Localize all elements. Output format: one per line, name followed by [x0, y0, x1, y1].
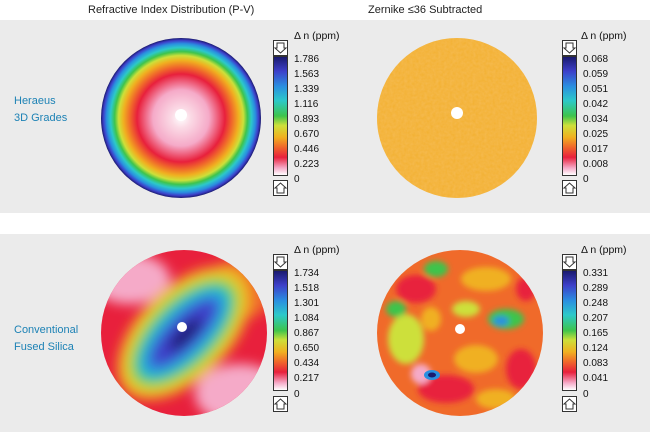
row-1-panel	[0, 20, 650, 213]
tick-label: 0.867	[294, 328, 320, 339]
conventional-index-map	[101, 250, 267, 416]
tick-label: 1.301	[294, 298, 320, 309]
tick-label: 0.670	[294, 129, 320, 140]
row-1-label: Heraeus 3D Grades	[14, 93, 67, 127]
scroll-down-arrow[interactable]	[273, 40, 288, 56]
tick-label: 0	[294, 174, 300, 185]
tick-label: 0.025	[583, 129, 609, 140]
row-2-label-line1: Conventional	[14, 324, 79, 336]
colorbar-4	[562, 270, 577, 391]
colorbar-2	[562, 56, 577, 176]
tick-label: 0.217	[294, 373, 320, 384]
center-hole	[175, 109, 187, 121]
tick-label: 0	[294, 389, 300, 400]
scroll-down-arrow[interactable]	[562, 254, 577, 270]
tick-label: 0	[583, 389, 589, 400]
tick-label: 0.165	[583, 328, 609, 339]
tick-label: 1.563	[294, 69, 320, 80]
tick-label: 0.042	[583, 99, 609, 110]
scroll-down-arrow[interactable]	[273, 254, 288, 270]
conventional-residual-map	[377, 250, 543, 416]
tick-label: 0.446	[294, 144, 320, 155]
colorbar-3	[273, 270, 288, 391]
tick-label: 0.068	[583, 54, 609, 65]
row-2-label: Conventional Fused Silica	[14, 322, 78, 356]
right-column-title: Zernike ≤36 Subtracted	[368, 4, 483, 16]
colorbar-2-title: Δ n (ppm)	[581, 30, 627, 42]
tick-label: 0.650	[294, 343, 320, 354]
tick-label: 0.289	[583, 283, 609, 294]
tick-label: 0.893	[294, 114, 320, 125]
tick-label: 0.041	[583, 373, 609, 384]
tick-label: 0.017	[583, 144, 609, 155]
tick-label: 0.248	[583, 298, 609, 309]
heraeus-index-map	[101, 38, 261, 198]
tick-label: 0.034	[583, 114, 609, 125]
colorbar-1-title: Δ n (ppm)	[294, 30, 340, 42]
colorbar-4-title: Δ n (ppm)	[581, 244, 627, 256]
left-column-title: Refractive Index Distribution (P-V)	[88, 4, 255, 16]
tick-label: 0.083	[583, 358, 609, 369]
tick-label: 1.084	[294, 313, 320, 324]
scroll-down-arrow[interactable]	[562, 40, 577, 56]
tick-label: 0.051	[583, 84, 609, 95]
center-hole	[455, 324, 465, 334]
colorbar-3-title: Δ n (ppm)	[294, 244, 340, 256]
tick-label: 0.331	[583, 268, 609, 279]
tick-label: 1.116	[294, 99, 319, 110]
colorbar-1	[273, 56, 288, 176]
tick-label: 0.124	[583, 343, 609, 354]
tick-label: 1.518	[294, 283, 320, 294]
heraeus-residual-map	[377, 38, 537, 198]
scroll-up-arrow[interactable]	[273, 396, 288, 412]
tick-label: 0.434	[294, 358, 320, 369]
tick-label: 0.207	[583, 313, 609, 324]
row-1-label-line1: Heraeus	[14, 95, 56, 107]
center-hole	[177, 322, 187, 332]
tick-label: 1.734	[294, 268, 320, 279]
tick-label: 0.008	[583, 159, 609, 170]
row-1-label-line2: 3D Grades	[14, 112, 68, 124]
row-2-panel	[0, 234, 650, 432]
tick-label: 1.786	[294, 54, 320, 65]
scroll-up-arrow[interactable]	[562, 396, 577, 412]
tick-label: 0.223	[294, 159, 320, 170]
tick-label: 0	[583, 174, 589, 185]
scroll-up-arrow[interactable]	[562, 180, 577, 196]
tick-label: 0.059	[583, 69, 609, 80]
center-hole	[451, 107, 463, 119]
row-2-label-line2: Fused Silica	[14, 341, 74, 353]
tick-label: 1.339	[294, 84, 320, 95]
scroll-up-arrow[interactable]	[273, 180, 288, 196]
